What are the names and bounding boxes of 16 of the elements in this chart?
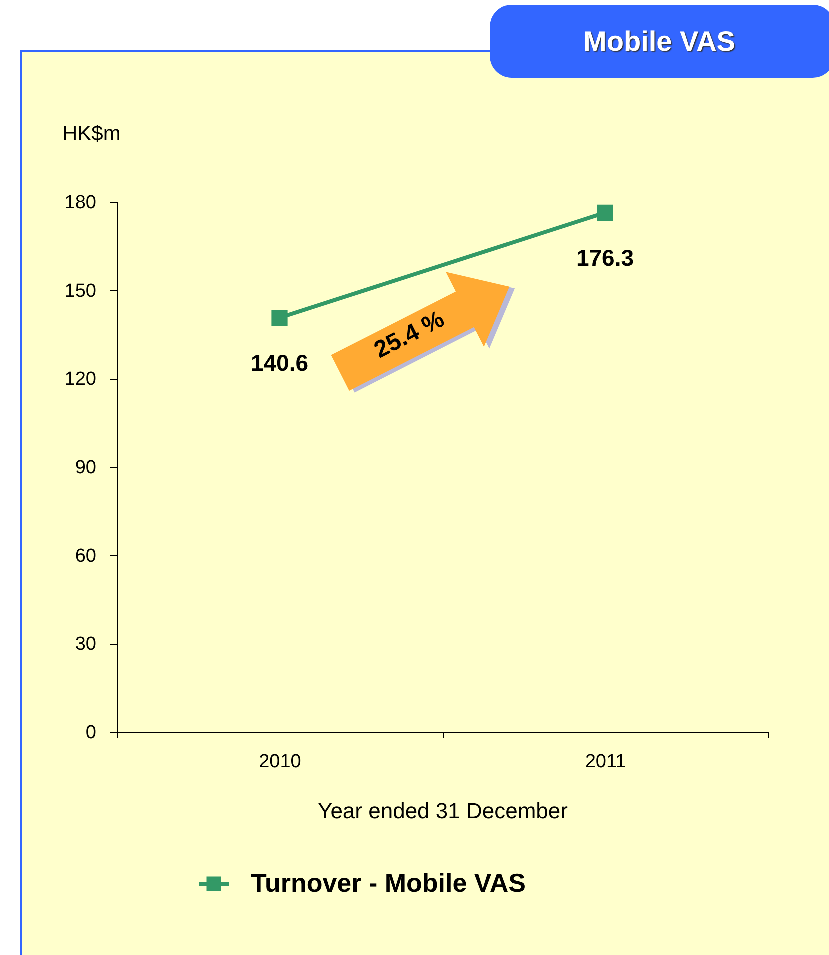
y-tick-label: 60: [75, 546, 96, 567]
y-tick-label: 120: [64, 369, 96, 390]
data-label: 140.6: [250, 350, 309, 376]
y-tick-label: 150: [64, 280, 96, 302]
y-axis-title: HK$m: [62, 122, 121, 146]
y-tick-label: 0: [86, 722, 96, 744]
data-label: 176.3: [576, 244, 634, 271]
x-axis-title: Year ended 31 December: [318, 798, 568, 824]
y-tick-label: 90: [75, 458, 96, 478]
annotation: 25.4 %: [370, 306, 449, 364]
x-tick-label: 2011: [585, 752, 626, 772]
y-tick-label: 30: [75, 634, 96, 656]
chart-title: Mobile VAS: [490, 5, 829, 78]
x-tick-label: 2010: [259, 752, 302, 772]
legend-label: Turnover - Mobile VAS: [251, 868, 526, 898]
y-tick-label: 180: [64, 192, 96, 214]
